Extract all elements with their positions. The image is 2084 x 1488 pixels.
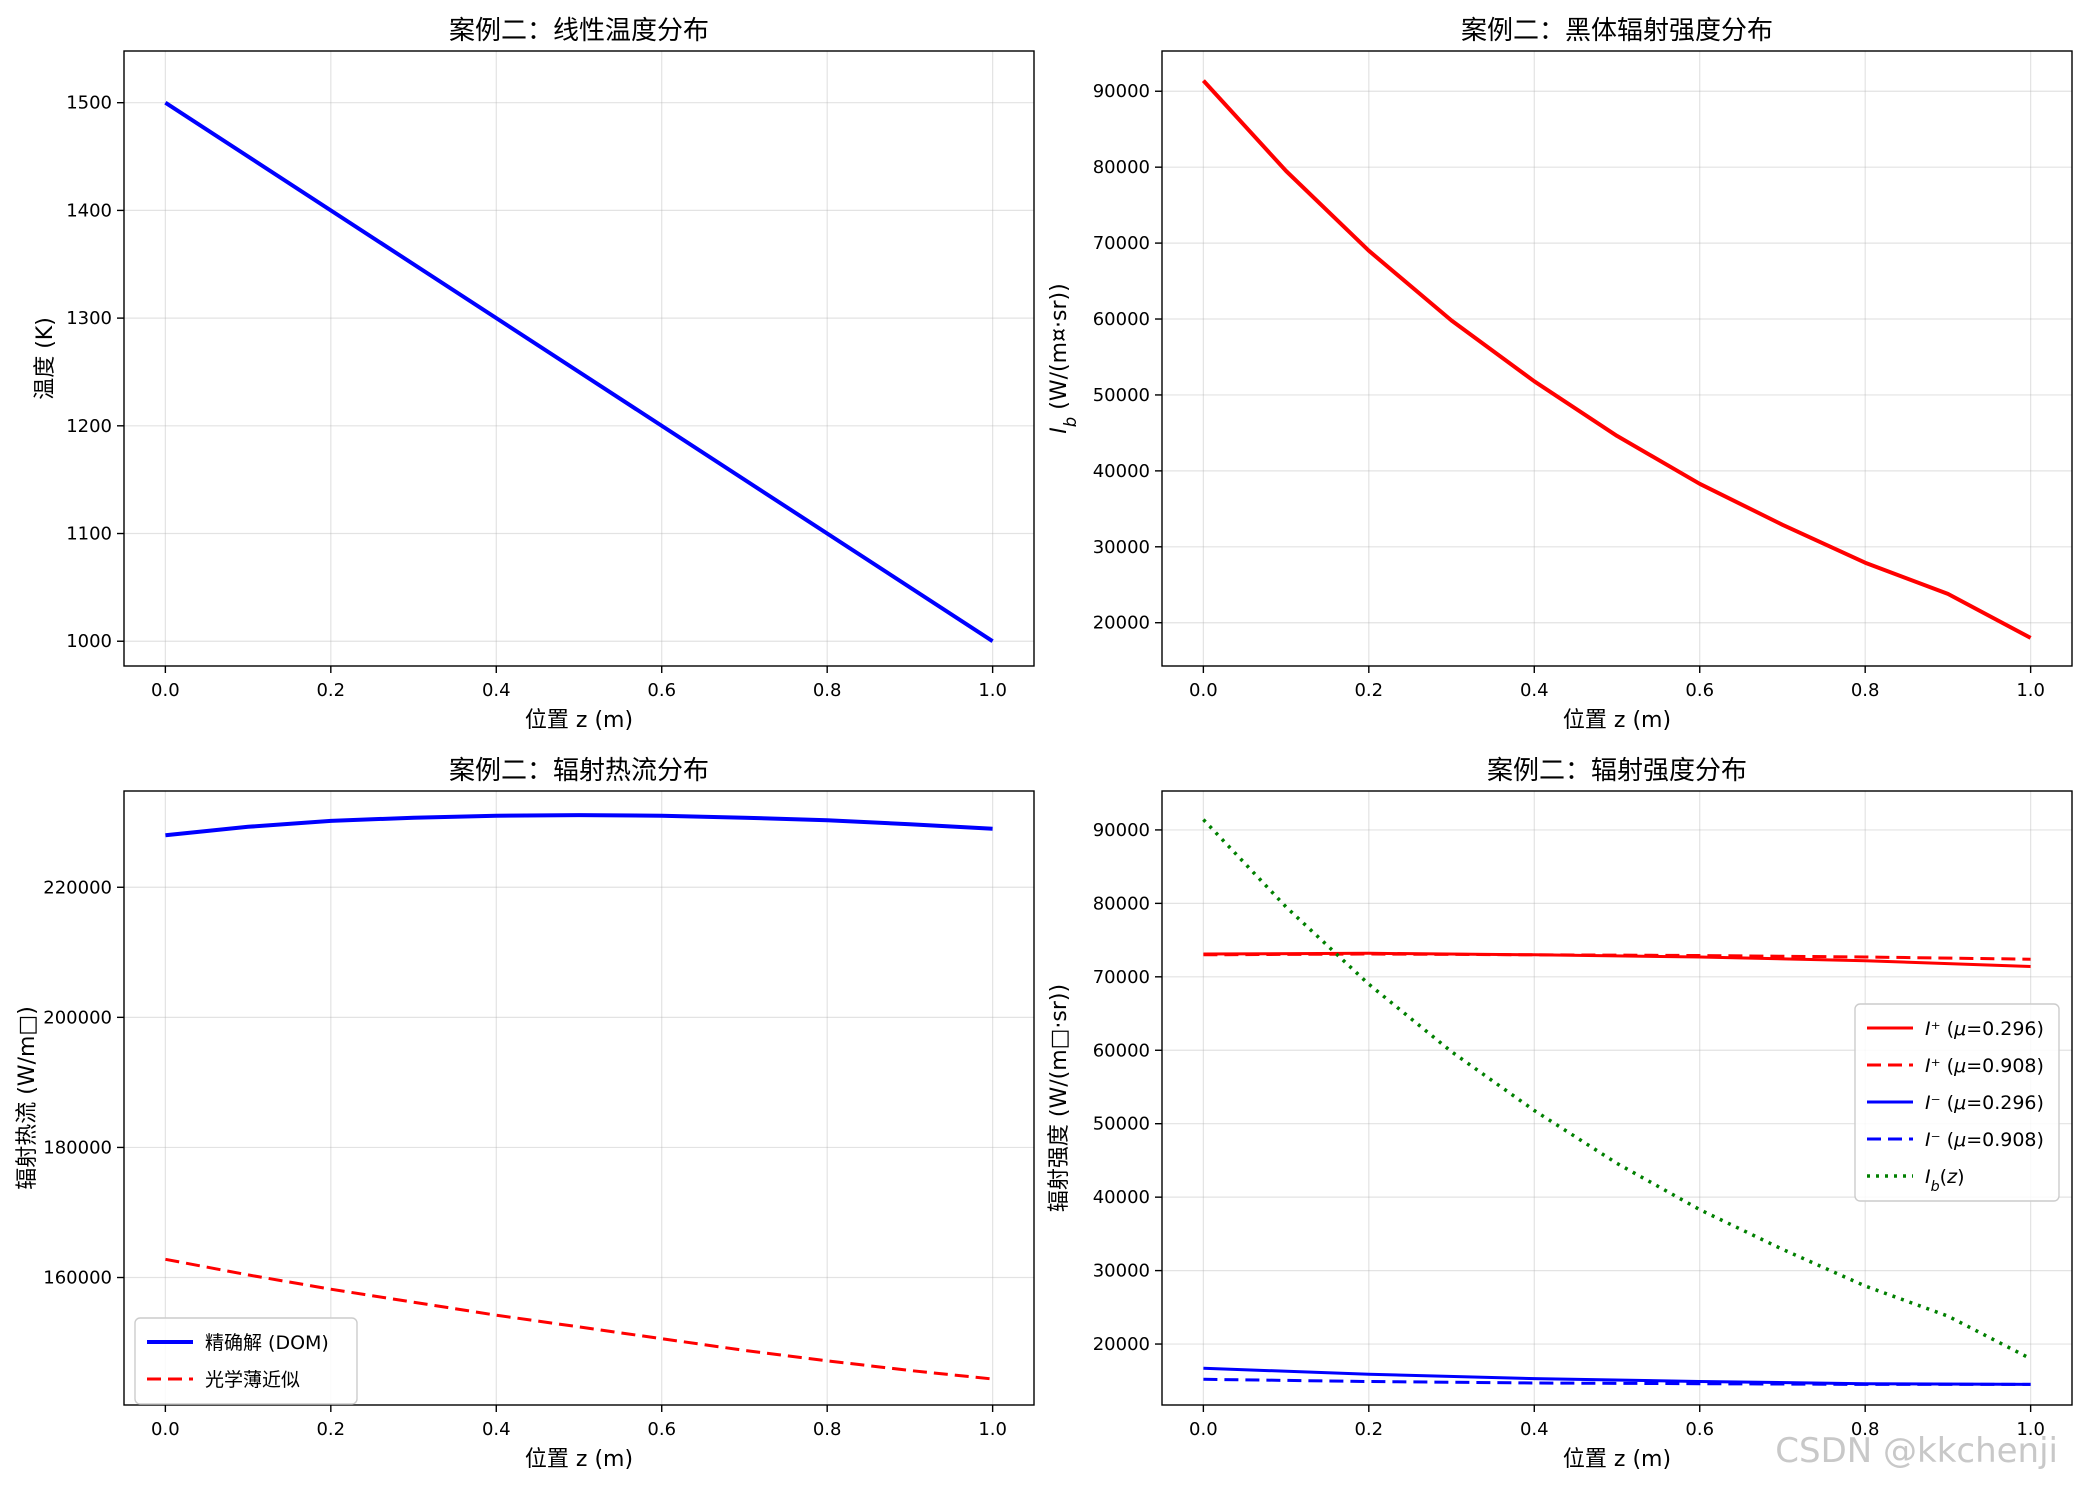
series-line-2 — [1203, 952, 2031, 961]
x-tick-label: 1.0 — [978, 680, 1007, 701]
x-tick-label: 0.0 — [1189, 1419, 1218, 1440]
y-tick-label: 30000 — [1093, 537, 1150, 558]
y-tick-label: 80000 — [1093, 157, 1150, 178]
y-tick-label: 30000 — [1093, 1261, 1150, 1282]
x-tick-label: 0.6 — [647, 680, 676, 701]
charts-layer: 0.0 0.2 0.4 0.6 0.8 1.0 1000 1100 1200 1300 1400 15… — [15, 16, 2073, 1472]
chart-title: 案例二：线性温度分布 — [449, 16, 709, 46]
legend-label: I⁺ (μ=0.908) — [1925, 1055, 2044, 1077]
x-tick-label: 0.0 — [151, 1419, 180, 1440]
x-tick-label: 0.4 — [482, 680, 511, 701]
y-tick-label: 50000 — [1093, 1114, 1150, 1135]
y-tick-label: 1000 — [66, 631, 112, 652]
y-axis-label: 辐射热流 (W/m□) — [15, 1006, 40, 1190]
series-line-1 — [1201, 79, 2032, 640]
x-axis-label: 位置 z (m) — [525, 708, 633, 733]
x-tick-label: 0.0 — [1189, 680, 1218, 701]
chart-title: 案例二：辐射热流分布 — [449, 756, 709, 786]
legend-label: 光学薄近似 — [205, 1369, 300, 1391]
x-tick-label: 0.8 — [1851, 680, 1880, 701]
legend-label: 精确解 (DOM) — [205, 1332, 329, 1354]
x-tick-label: 1.0 — [2016, 1419, 2045, 1440]
legend-label: Ib(z) — [1925, 1166, 1964, 1195]
x-tick-label: 0.2 — [316, 680, 345, 701]
y-tick-label: 1500 — [66, 93, 112, 114]
series-line-3 — [1203, 1366, 2031, 1386]
y-tick-label: 1100 — [66, 524, 112, 545]
x-tick-label: 0.6 — [1685, 680, 1714, 701]
x-tick-label: 0.2 — [1354, 1419, 1383, 1440]
y-tick-label: 70000 — [1093, 233, 1150, 254]
y-tick-label: 1300 — [66, 308, 112, 329]
chart-panel-3: 0.0 0.2 0.4 0.6 0.8 1.0 160000 180000 200000 2200… — [15, 756, 1035, 1472]
y-tick-label: 60000 — [1093, 309, 1150, 330]
y-tick-label: 40000 — [1093, 461, 1150, 482]
legend-label: I⁻ (μ=0.296) — [1925, 1092, 2044, 1114]
y-axis-label: 温度 (K) — [33, 317, 58, 400]
y-tick-label: 90000 — [1093, 81, 1150, 102]
chart-title: 案例二：辐射强度分布 — [1487, 756, 1747, 786]
x-tick-label: 0.8 — [813, 1419, 842, 1440]
axes-frame — [123, 50, 1035, 667]
y-tick-label: 20000 — [1093, 613, 1150, 634]
x-tick-label: 1.0 — [978, 1419, 1007, 1440]
x-tick-label: 0.2 — [1354, 680, 1383, 701]
y-tick-label: 220000 — [43, 877, 112, 898]
legend-label: I⁺ (μ=0.296) — [1925, 1018, 2044, 1040]
y-tick-label: 90000 — [1093, 820, 1150, 841]
legend-box — [134, 1317, 358, 1405]
y-tick-label: 70000 — [1093, 967, 1150, 988]
x-tick-label: 0.4 — [482, 1419, 511, 1440]
y-tick-label: 1400 — [66, 200, 112, 221]
y-tick-label: 180000 — [43, 1137, 112, 1158]
chart-panel-4: 0.0 0.2 0.4 0.6 0.8 1.0 20000 30000 40000 50000 60… — [1047, 756, 2073, 1472]
y-axis-label: 辐射强度 (W/(m□·sr)) — [1047, 984, 1072, 1212]
x-tick-label: 0.4 — [1520, 680, 1549, 701]
axes-frame — [123, 790, 1035, 1406]
x-axis-label: 位置 z (m) — [1563, 708, 1671, 733]
y-tick-label: 200000 — [43, 1007, 112, 1028]
legend-label: I⁻ (μ=0.908) — [1925, 1129, 2044, 1151]
x-tick-label: 0.0 — [151, 680, 180, 701]
x-tick-label: 0.6 — [647, 1419, 676, 1440]
y-tick-label: 60000 — [1093, 1040, 1150, 1061]
series-line-1 — [165, 813, 993, 838]
axes-frame — [1161, 790, 2073, 1406]
x-axis-label: 位置 z (m) — [1563, 1447, 1671, 1472]
watermark: CSDN @kkchenji — [1775, 1431, 2058, 1471]
chart-title: 案例二：黑体辐射强度分布 — [1461, 16, 1773, 46]
x-axis-label: 位置 z (m) — [525, 1447, 633, 1472]
y-tick-label: 20000 — [1093, 1334, 1150, 1355]
chart-panel-1: 0.0 0.2 0.4 0.6 0.8 1.0 1000 1100 1200 1300 1400 15… — [33, 16, 1035, 733]
x-tick-label: 1.0 — [2016, 680, 2045, 701]
x-tick-label: 0.4 — [1520, 1419, 1549, 1440]
y-axis-label: Ib (W/(m¤·sr)) — [1047, 283, 1080, 433]
axes-frame — [1161, 50, 2073, 667]
x-tick-label: 0.2 — [316, 1419, 345, 1440]
y-tick-label: 50000 — [1093, 385, 1150, 406]
series-line-2 — [165, 1257, 993, 1381]
legend-box — [1854, 1003, 2060, 1202]
y-tick-label: 40000 — [1093, 1187, 1150, 1208]
x-tick-label: 0.8 — [813, 680, 842, 701]
y-tick-label: 80000 — [1093, 893, 1150, 914]
y-tick-label: 1200 — [66, 416, 112, 437]
y-tick-label: 160000 — [43, 1268, 112, 1289]
series-line-5 — [1202, 818, 2032, 1361]
chart-panel-2: 0.0 0.2 0.4 0.6 0.8 1.0 20000 30000 40000 50000 60… — [1047, 16, 2073, 733]
series-line-1 — [164, 101, 994, 643]
x-tick-label: 0.6 — [1685, 1419, 1714, 1440]
series-line-4 — [1203, 1377, 2031, 1386]
x-tick-label: 0.8 — [1851, 1419, 1880, 1440]
